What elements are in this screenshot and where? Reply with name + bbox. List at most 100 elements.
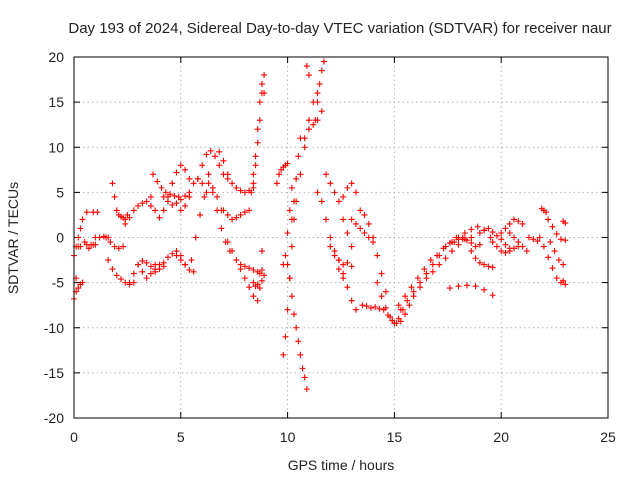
series-arc-34 xyxy=(284,261,310,393)
data-point xyxy=(171,192,178,199)
series-arc-43 xyxy=(340,180,359,200)
data-point xyxy=(291,311,298,318)
data-point xyxy=(252,162,259,169)
data-point xyxy=(553,230,560,237)
data-point xyxy=(352,306,359,313)
x-tick-label: 20 xyxy=(493,429,509,445)
series-arc-40 xyxy=(314,189,347,282)
data-point xyxy=(250,171,257,178)
data-point xyxy=(241,263,248,270)
data-point xyxy=(498,229,505,236)
data-point xyxy=(220,207,227,214)
data-point xyxy=(177,257,184,264)
data-point xyxy=(261,272,268,279)
y-tick-label: 0 xyxy=(56,230,64,246)
data-point xyxy=(207,147,214,154)
x-axis-label: GPS time / hours xyxy=(288,457,395,473)
data-point xyxy=(143,275,150,282)
data-point xyxy=(506,248,513,255)
data-point xyxy=(256,99,263,106)
data-point xyxy=(314,90,321,97)
data-point xyxy=(323,216,330,223)
data-point xyxy=(335,257,342,264)
data-point xyxy=(246,265,253,272)
data-point xyxy=(397,306,404,313)
series-arc-36 xyxy=(297,90,321,178)
data-point xyxy=(130,207,137,214)
plot-frame xyxy=(73,56,609,419)
data-point xyxy=(340,261,347,268)
data-point xyxy=(192,234,199,241)
data-point xyxy=(506,220,513,227)
data-point xyxy=(173,200,180,207)
series-arc-60 xyxy=(506,229,530,255)
data-point xyxy=(282,333,289,340)
data-point xyxy=(511,216,518,223)
data-point xyxy=(429,261,436,268)
data-point xyxy=(147,270,154,277)
data-point xyxy=(139,257,146,264)
data-point xyxy=(188,257,195,264)
data-point xyxy=(489,229,496,236)
data-point xyxy=(96,234,103,241)
series-arc-06 xyxy=(92,233,112,241)
data-point xyxy=(547,239,554,246)
x-tick-label: 25 xyxy=(600,429,616,445)
data-point xyxy=(511,245,518,252)
series-arc-44 xyxy=(335,257,355,270)
data-point xyxy=(380,306,387,313)
data-point xyxy=(220,157,227,164)
series-arc-46 xyxy=(357,207,389,295)
data-point xyxy=(203,151,210,158)
data-point xyxy=(359,302,366,309)
data-point xyxy=(258,81,265,88)
data-point xyxy=(372,303,379,310)
data-point xyxy=(519,220,526,227)
data-point xyxy=(367,304,374,311)
data-point xyxy=(434,252,441,259)
data-point xyxy=(173,252,180,259)
data-point xyxy=(284,261,291,268)
data-point xyxy=(288,184,295,191)
data-point xyxy=(301,374,308,381)
data-point xyxy=(318,198,325,205)
data-point xyxy=(481,261,488,268)
data-point xyxy=(211,153,218,160)
data-point xyxy=(455,234,462,241)
data-point xyxy=(186,266,193,273)
data-point xyxy=(160,259,167,266)
data-point xyxy=(312,117,319,124)
data-point xyxy=(79,216,86,223)
data-point xyxy=(352,220,359,227)
data-point xyxy=(391,320,398,327)
series-arc-05 xyxy=(83,209,101,216)
data-point xyxy=(186,193,193,200)
data-point xyxy=(147,202,154,209)
data-point xyxy=(558,236,565,243)
series-arc-31 xyxy=(273,160,291,187)
data-point xyxy=(182,192,189,199)
x-tick-label: 10 xyxy=(280,429,296,445)
data-point xyxy=(261,72,268,79)
data-point xyxy=(427,257,434,264)
data-point xyxy=(357,225,364,232)
data-point xyxy=(288,293,295,300)
series-arc-65 xyxy=(547,239,567,268)
data-point xyxy=(237,187,244,194)
data-point xyxy=(229,248,236,255)
data-point xyxy=(203,189,210,196)
data-point xyxy=(485,263,492,270)
data-point xyxy=(256,117,263,124)
data-point xyxy=(297,351,304,358)
data-point xyxy=(169,202,176,209)
data-point xyxy=(481,227,488,234)
y-tick-label: 10 xyxy=(48,139,64,155)
data-point xyxy=(77,225,84,232)
data-point xyxy=(261,90,268,97)
data-point xyxy=(107,239,114,246)
data-point xyxy=(216,148,223,155)
data-point xyxy=(94,209,101,216)
data-point xyxy=(348,243,355,250)
data-point xyxy=(378,270,385,277)
